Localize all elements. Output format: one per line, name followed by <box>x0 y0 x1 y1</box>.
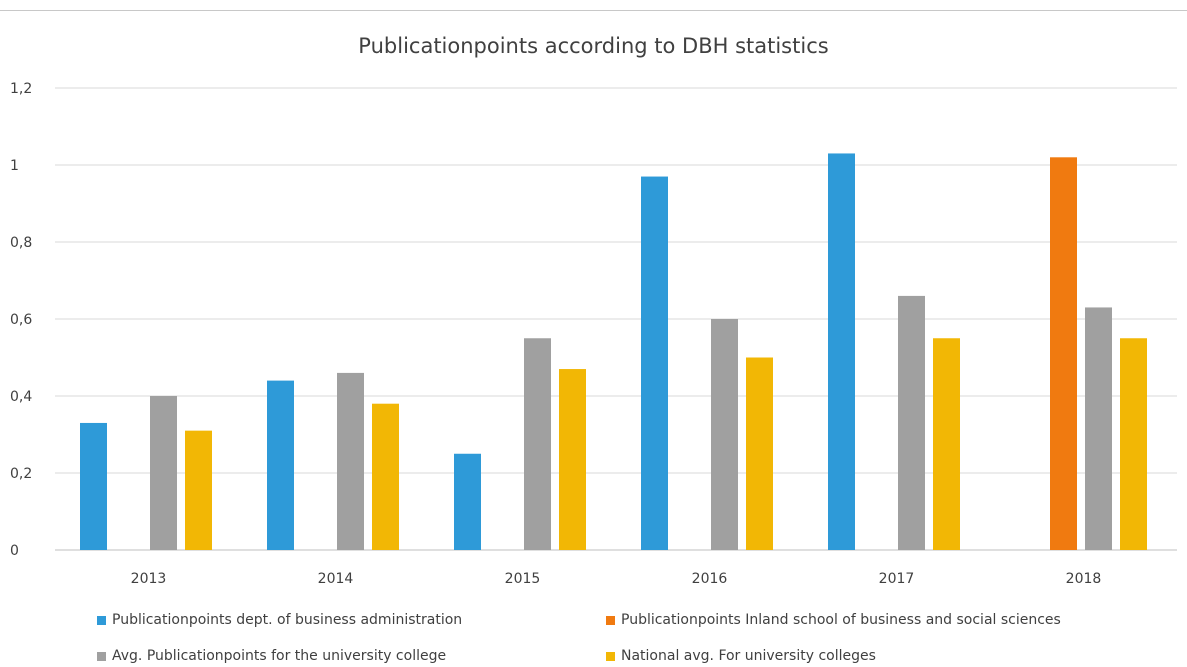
gridlines <box>55 87 1177 551</box>
x-tick-label: 2015 <box>505 571 541 587</box>
bar-chart: 00,20,40,60,811,2 2013 2014 2015 2016 2017 20… <box>10 81 1177 587</box>
y-tick-label: 0 <box>10 543 19 559</box>
bar-2015-series-3 <box>559 369 586 550</box>
x-tick-label: 2014 <box>318 571 354 587</box>
legend-swatch <box>97 615 106 625</box>
legend-item-inland: Publicationpoints Inland school of busin… <box>606 612 1061 628</box>
bar-2018-series-3 <box>1120 338 1147 550</box>
bar-2016-series-3 <box>746 357 773 550</box>
bar-2016-series-0 <box>641 176 668 551</box>
y-tick-label: 0,8 <box>10 235 32 251</box>
bar-2016-series-2 <box>711 319 738 550</box>
legend-item-national-avg: National avg. For university colleges <box>606 648 876 664</box>
legend-label: Publicationpoints Inland school of busin… <box>621 612 1061 628</box>
bar-2018-series-1 <box>1050 157 1077 551</box>
bar-2013-series-2 <box>150 396 177 550</box>
legend-swatch <box>606 651 615 661</box>
y-tick-label: 1,2 <box>10 81 32 97</box>
legend: Publicationpoints dept. of business admi… <box>0 604 1187 664</box>
x-tick-label: 2018 <box>1066 571 1102 587</box>
bar-2013-series-3 <box>185 430 212 550</box>
y-tick-label: 0,4 <box>10 389 32 405</box>
bar-2017-series-0 <box>828 153 855 550</box>
legend-label: National avg. For university colleges <box>621 648 876 664</box>
bar-2013-series-0 <box>80 422 107 550</box>
bars <box>80 153 1147 551</box>
y-tick-label: 1 <box>10 158 19 174</box>
bar-2017-series-3 <box>933 338 960 550</box>
legend-swatch <box>97 651 106 661</box>
legend-label: Publicationpoints dept. of business admi… <box>112 612 463 628</box>
legend-item-college-avg: Avg. Publicationpoints for the universit… <box>97 648 446 664</box>
bar-2014-series-3 <box>372 403 399 550</box>
bar-2014-series-2 <box>337 372 364 550</box>
bar-2015-series-2 <box>524 338 551 550</box>
bar-2015-series-0 <box>454 453 481 550</box>
legend-item-dept: Publicationpoints dept. of business admi… <box>97 612 462 628</box>
top-divider <box>0 10 1187 11</box>
y-tick-label: 0,2 <box>10 466 32 482</box>
x-tick-label: 2016 <box>692 571 728 587</box>
y-tick-label: 0,6 <box>10 312 32 328</box>
bar-2014-series-0 <box>267 380 294 550</box>
bar-2017-series-2 <box>898 295 925 550</box>
legend-label: Avg. Publicationpoints for the universit… <box>112 648 447 664</box>
bar-2018-series-2 <box>1085 307 1112 550</box>
x-axis-ticks: 2013 2014 2015 2016 2017 2018 <box>131 571 1102 587</box>
chart-title: Publicationpoints according to DBH stati… <box>358 34 829 58</box>
legend-swatch <box>606 615 615 625</box>
x-tick-label: 2013 <box>131 571 167 587</box>
y-axis-ticks: 0 0,2 0,4 0,6 0,8 1 1,2 <box>10 81 32 559</box>
x-tick-label: 2017 <box>879 571 915 587</box>
